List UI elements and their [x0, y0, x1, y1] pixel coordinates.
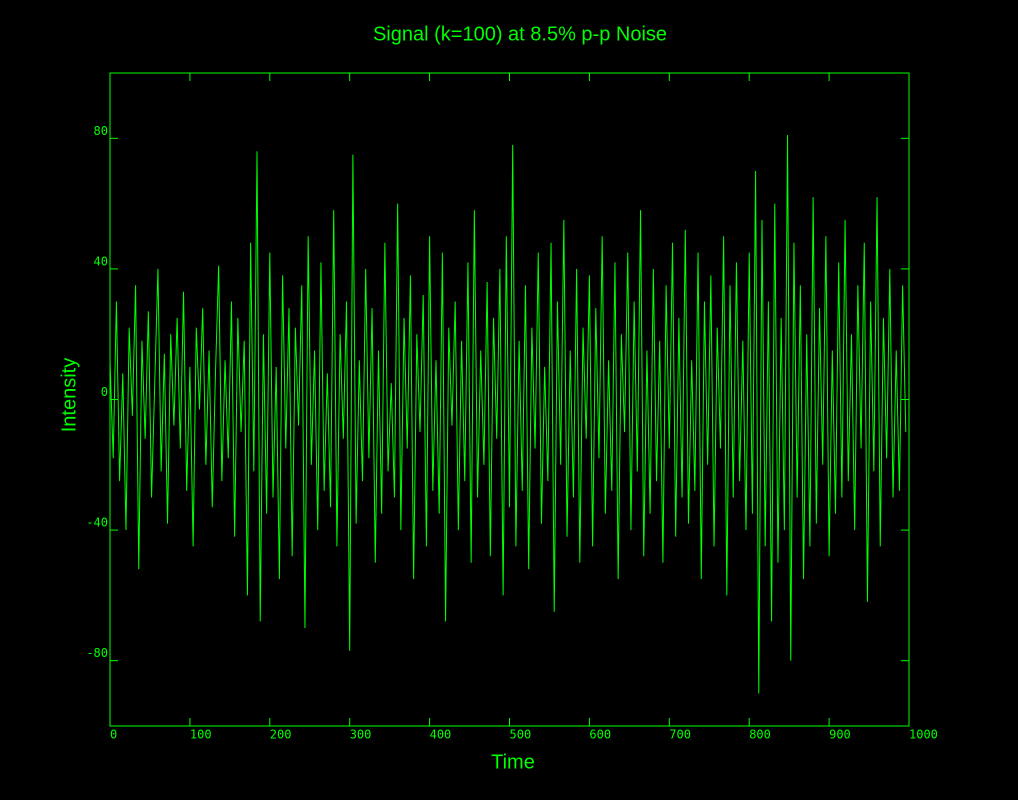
x-tick-label: 600 [589, 728, 611, 742]
signal-line [109, 135, 907, 694]
x-axis-label: Time [491, 751, 535, 773]
y-tick-label: 80 [94, 124, 108, 138]
y-axis-label: Intensity [58, 358, 80, 432]
y-tick-label: 0 [101, 385, 108, 399]
x-tick-label: 300 [350, 728, 372, 742]
x-tick-label: 800 [749, 728, 771, 742]
chart-title: Signal (k=100) at 8.5% p-p Noise [373, 23, 667, 45]
x-tick-label: 500 [510, 728, 532, 742]
x-tick-label: 200 [270, 728, 292, 742]
y-tick-label: -80 [86, 646, 108, 660]
x-tick-label: 700 [669, 728, 691, 742]
x-tick-label: 1000 [909, 728, 938, 742]
y-tick-label: -40 [86, 516, 108, 530]
x-tick-label: 400 [430, 728, 452, 742]
x-tick-label: 0 [110, 728, 117, 742]
x-tick-label: 100 [190, 728, 212, 742]
x-tick-label: 900 [829, 728, 851, 742]
y-tick-label: 40 [94, 254, 108, 268]
